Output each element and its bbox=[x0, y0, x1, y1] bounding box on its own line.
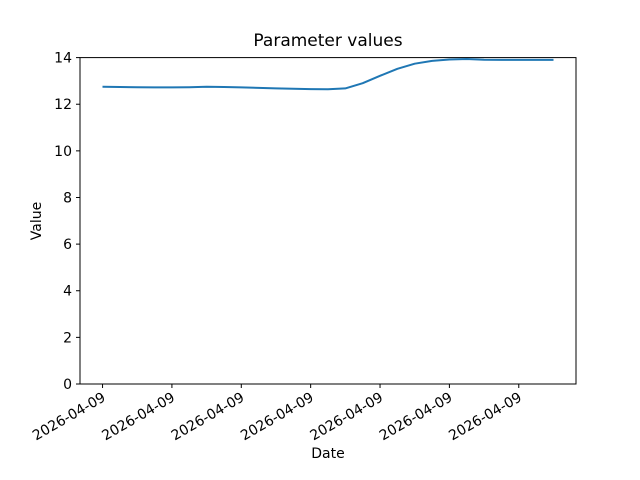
y-tick-label: 8 bbox=[63, 190, 72, 206]
x-tick-label: 2026-04-09 bbox=[99, 390, 177, 445]
y-tick-label: 2 bbox=[63, 330, 72, 346]
y-tick-label: 12 bbox=[54, 97, 72, 113]
y-tick-label: 6 bbox=[63, 237, 72, 253]
series-line-parameter bbox=[102, 58, 554, 91]
x-tick-label: 2026-04-09 bbox=[30, 390, 108, 445]
plot-border bbox=[79, 57, 577, 385]
y-tick-label: 0 bbox=[63, 377, 72, 393]
x-tick-label: 2026-04-09 bbox=[169, 390, 247, 445]
y-tick-label: 4 bbox=[63, 284, 72, 300]
x-tick-label: 2026-04-09 bbox=[377, 390, 455, 445]
x-tick-label: 2026-04-09 bbox=[308, 390, 386, 445]
y-tick-label: 14 bbox=[54, 51, 72, 67]
y-axis-label: Value bbox=[29, 201, 45, 241]
chart-title: Parameter values bbox=[253, 31, 403, 51]
x-axis-label: Date bbox=[311, 446, 345, 462]
y-tick-label: 10 bbox=[54, 144, 72, 160]
x-tick-label: 2026-04-09 bbox=[238, 390, 316, 445]
x-tick-label: 2026-04-09 bbox=[446, 390, 524, 445]
